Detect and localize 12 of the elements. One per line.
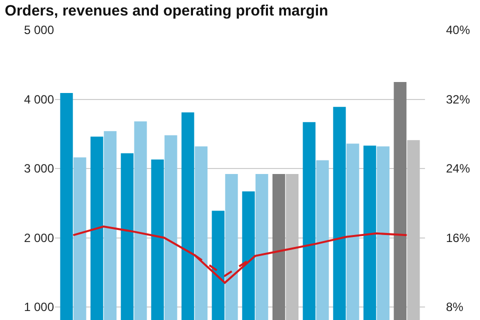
line-series [72,226,408,284]
y-tick-label: 2 000 [24,230,54,245]
y-tick-label: 5 000 [24,23,54,38]
y2-tick-label: 32% [446,92,470,106]
chart-title: Orders, revenues and operating profit margin [4,2,328,20]
y2-tick-label: 8% [446,300,464,314]
y2-tick-label: 24% [446,162,470,176]
y2-tick-label: 16% [446,230,470,245]
y-tick-label: 3 000 [24,162,54,176]
y-tick-label: 4 000 [24,92,54,106]
y-tick-label: 1 000 [24,300,54,314]
y2-tick-label: 40% [446,23,470,38]
